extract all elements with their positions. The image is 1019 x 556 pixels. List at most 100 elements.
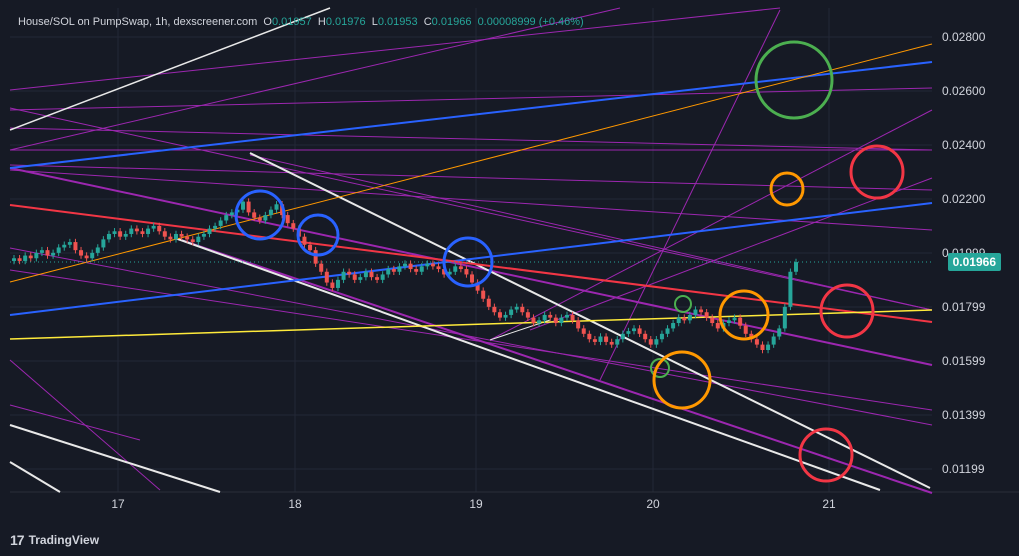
- candle-body: [542, 314, 547, 321]
- purple-trendline: [9, 164, 933, 191]
- candle-body: [134, 228, 139, 232]
- orange-highlight-circle: [718, 289, 770, 341]
- purple-trendline: [9, 169, 933, 231]
- red-highlight-circle: [819, 283, 875, 339]
- candle-body: [788, 271, 793, 307]
- x-tick-label: 19: [469, 497, 483, 511]
- candle-body: [162, 231, 167, 237]
- candle-body: [615, 339, 620, 345]
- blue-highlight-circle: [442, 236, 494, 288]
- candle-body: [391, 269, 396, 272]
- candle-body: [358, 277, 363, 280]
- ohlc-legend: House/SOL on PumpSwap, 1h, dexscreener.c…: [18, 16, 584, 28]
- candle-body: [497, 312, 502, 318]
- candle-body: [654, 339, 659, 345]
- candle-body: [319, 263, 324, 272]
- purple-trendline: [9, 127, 933, 151]
- candle-body: [39, 250, 44, 253]
- candle-body: [693, 309, 698, 315]
- candle-body: [425, 263, 430, 267]
- candle-body: [112, 231, 117, 234]
- candle-body: [732, 317, 737, 321]
- blue-highlight-circle: [296, 213, 340, 257]
- candle-body: [553, 317, 558, 324]
- candle-body: [263, 215, 268, 221]
- candle-body: [520, 306, 525, 313]
- candle-body: [28, 255, 33, 259]
- annotation-circles: [234, 40, 905, 483]
- x-tick-label: 21: [822, 497, 836, 511]
- candle-body: [408, 263, 413, 270]
- candle-body: [743, 325, 748, 334]
- candle-body: [291, 223, 296, 229]
- candle-body: [207, 228, 212, 234]
- purple-channel-line: [174, 237, 933, 494]
- candle-body: [173, 233, 178, 240]
- tradingview-logo-icon: 17: [10, 532, 25, 548]
- candle-body: [118, 231, 123, 237]
- candle-body: [766, 344, 771, 351]
- purple-trendline: [9, 87, 933, 111]
- candle-body: [380, 274, 385, 280]
- green-highlight-circle: [674, 295, 692, 313]
- candle-body: [369, 271, 374, 278]
- candle-body: [659, 333, 664, 340]
- candle-body: [587, 333, 592, 340]
- candle-body: [682, 317, 687, 321]
- tradingview-watermark[interactable]: 17 TradingView: [10, 532, 99, 548]
- candle-body: [592, 339, 597, 342]
- candle-body: [23, 255, 28, 261]
- x-tick-label: 18: [288, 497, 302, 511]
- candle-body: [62, 244, 67, 248]
- candle-body: [285, 215, 290, 224]
- candle-body: [632, 328, 637, 332]
- candle-body: [481, 290, 486, 299]
- candle-body: [503, 314, 508, 318]
- purple-trendline: [249, 154, 933, 311]
- x-tick-label: 20: [646, 497, 660, 511]
- candle-body: [67, 242, 72, 245]
- low-label: L: [371, 16, 378, 28]
- x-tick-label: 17: [111, 497, 125, 511]
- candle-body: [363, 271, 368, 278]
- candle-body: [738, 317, 743, 326]
- y-tick-label: 0.02800: [942, 30, 986, 44]
- candle-body: [671, 323, 676, 329]
- candle-body: [123, 233, 128, 237]
- purple-trendline: [599, 9, 781, 381]
- tradingview-brand: TradingView: [28, 533, 100, 547]
- candle-body: [84, 255, 89, 259]
- candle-body: [726, 320, 731, 324]
- candle-body: [268, 209, 273, 216]
- candle-body: [129, 228, 134, 234]
- candle-body: [341, 271, 346, 280]
- candle-body: [229, 212, 234, 216]
- candle-body: [313, 250, 318, 264]
- candle-body: [375, 277, 380, 280]
- candle-body: [34, 252, 39, 259]
- candle-body: [213, 225, 218, 229]
- candle-body: [643, 333, 648, 340]
- candle-body: [12, 258, 16, 261]
- candle-body: [699, 309, 704, 313]
- orange-trendline: [9, 43, 933, 283]
- candle-body: [559, 317, 564, 324]
- candle-body: [626, 331, 631, 334]
- candle-body: [51, 252, 56, 256]
- candle-body: [442, 269, 447, 275]
- candle-body: [531, 317, 536, 324]
- candle-body: [335, 279, 340, 288]
- candle-body: [710, 317, 715, 324]
- candles: [12, 198, 798, 354]
- candle-body: [525, 312, 530, 318]
- candle-body: [620, 333, 625, 340]
- candle-body: [106, 233, 111, 240]
- candle-body: [782, 306, 787, 329]
- purple-trendline: [9, 7, 621, 151]
- candle-body: [179, 233, 184, 237]
- purple-trendline: [9, 107, 933, 311]
- candle-body: [704, 312, 709, 318]
- candle-body: [470, 274, 475, 283]
